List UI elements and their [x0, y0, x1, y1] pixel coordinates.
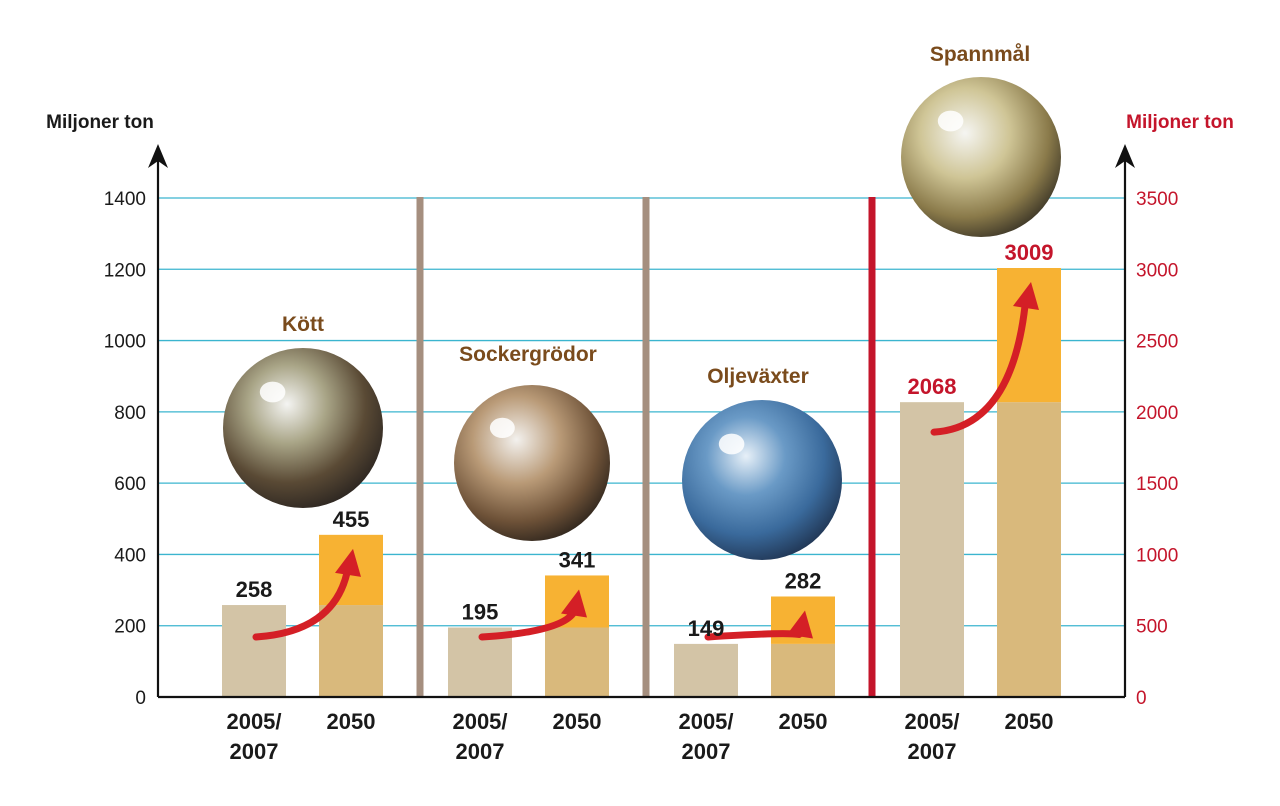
left-tick-label: 200 [114, 617, 146, 638]
left-axis-arrowhead [148, 144, 168, 168]
left-tick-label: 400 [114, 545, 146, 566]
right-tick-label: 500 [1136, 617, 1168, 638]
increase-arrowhead [561, 589, 587, 618]
right-axis-title: Miljoner ton [1126, 112, 1234, 133]
x-label-2005-2007: 2005/2007 [226, 709, 281, 764]
x-label-2050: 2050 [327, 709, 376, 734]
category-title: Oljeväxter [707, 365, 809, 388]
x-label-2005-2007: 2005/2007 [452, 709, 507, 764]
bar-2050-base [319, 605, 383, 697]
bar-2005-2007 [222, 605, 286, 697]
bars [222, 268, 1061, 697]
x-label-line: 2005/ [678, 709, 733, 734]
group-separators [416, 197, 876, 697]
left-tick-label: 0 [135, 688, 146, 709]
bar-2050-base [545, 627, 609, 697]
increase-arrow [930, 302, 1029, 436]
increase-arrowhead [1013, 282, 1039, 311]
left-tick-label: 1000 [104, 332, 146, 353]
x-label-line: 2005/ [904, 709, 959, 734]
category-title: Kött [282, 313, 324, 336]
category-title: Spannmål [930, 43, 1030, 66]
x-label-line: 2005/ [226, 709, 281, 734]
right-axis-arrowhead [1115, 144, 1135, 168]
x-label-line: 2007 [682, 739, 731, 764]
value-label: 149 [688, 616, 725, 641]
category-photos [223, 77, 1061, 560]
value-label: 341 [559, 547, 596, 572]
right-tick-label: 1000 [1136, 545, 1178, 566]
value-label: 455 [333, 507, 370, 532]
value-label: 2068 [908, 374, 957, 399]
left-tick-label: 1200 [104, 260, 146, 281]
left-tick-label: 600 [114, 474, 146, 495]
bar-2005-2007 [674, 643, 738, 697]
x-label-2005-2007: 2005/2007 [678, 709, 733, 764]
axes [148, 144, 1135, 699]
x-label-2050: 2050 [779, 709, 828, 734]
value-label: 3009 [1005, 240, 1054, 265]
bar-2050-base [997, 402, 1061, 697]
right-tick-label: 2000 [1136, 403, 1178, 424]
sugar-beet-photo [454, 385, 610, 541]
right-tick-label: 0 [1136, 688, 1147, 709]
x-label-line: 2007 [230, 739, 279, 764]
increase-arrow [478, 609, 577, 641]
left-tick-label: 800 [114, 403, 146, 424]
bar-2050-base [771, 643, 835, 697]
increase-arrows [252, 282, 1039, 641]
right-tick-label: 2500 [1136, 332, 1178, 353]
x-label-2005-2007: 2005/2007 [904, 709, 959, 764]
labels: 0 200 400 600 800 1000 1200 1400 0 500 1000 1500 200… [46, 43, 1234, 764]
rapeseed-photo [682, 400, 842, 560]
bar-2005-2007 [900, 402, 964, 697]
x-label-2050: 2050 [553, 709, 602, 734]
x-label-2050: 2050 [1005, 709, 1054, 734]
right-tick-label: 1500 [1136, 474, 1178, 495]
increase-arrowhead [335, 548, 361, 577]
left-axis-title: Miljoner ton [46, 112, 154, 133]
x-label-line: 2007 [908, 739, 957, 764]
photo-highlight [489, 417, 515, 439]
photo-highlight [259, 381, 286, 403]
category-title: Sockergrödor [459, 343, 597, 366]
photo-highlight [937, 110, 964, 132]
photo-highlight [718, 433, 745, 455]
wheat-photo [901, 77, 1061, 237]
value-label: 258 [236, 577, 273, 602]
value-label: 282 [785, 568, 822, 593]
x-label-line: 2005/ [452, 709, 507, 734]
cows-photo [223, 348, 383, 508]
right-tick-label: 3500 [1136, 189, 1178, 210]
right-tick-label: 3000 [1136, 260, 1178, 281]
left-tick-label: 1400 [104, 189, 146, 210]
increase-arrow [252, 569, 351, 641]
increase-arrowhead [787, 610, 813, 639]
value-label: 195 [462, 599, 499, 624]
x-label-line: 2007 [456, 739, 505, 764]
